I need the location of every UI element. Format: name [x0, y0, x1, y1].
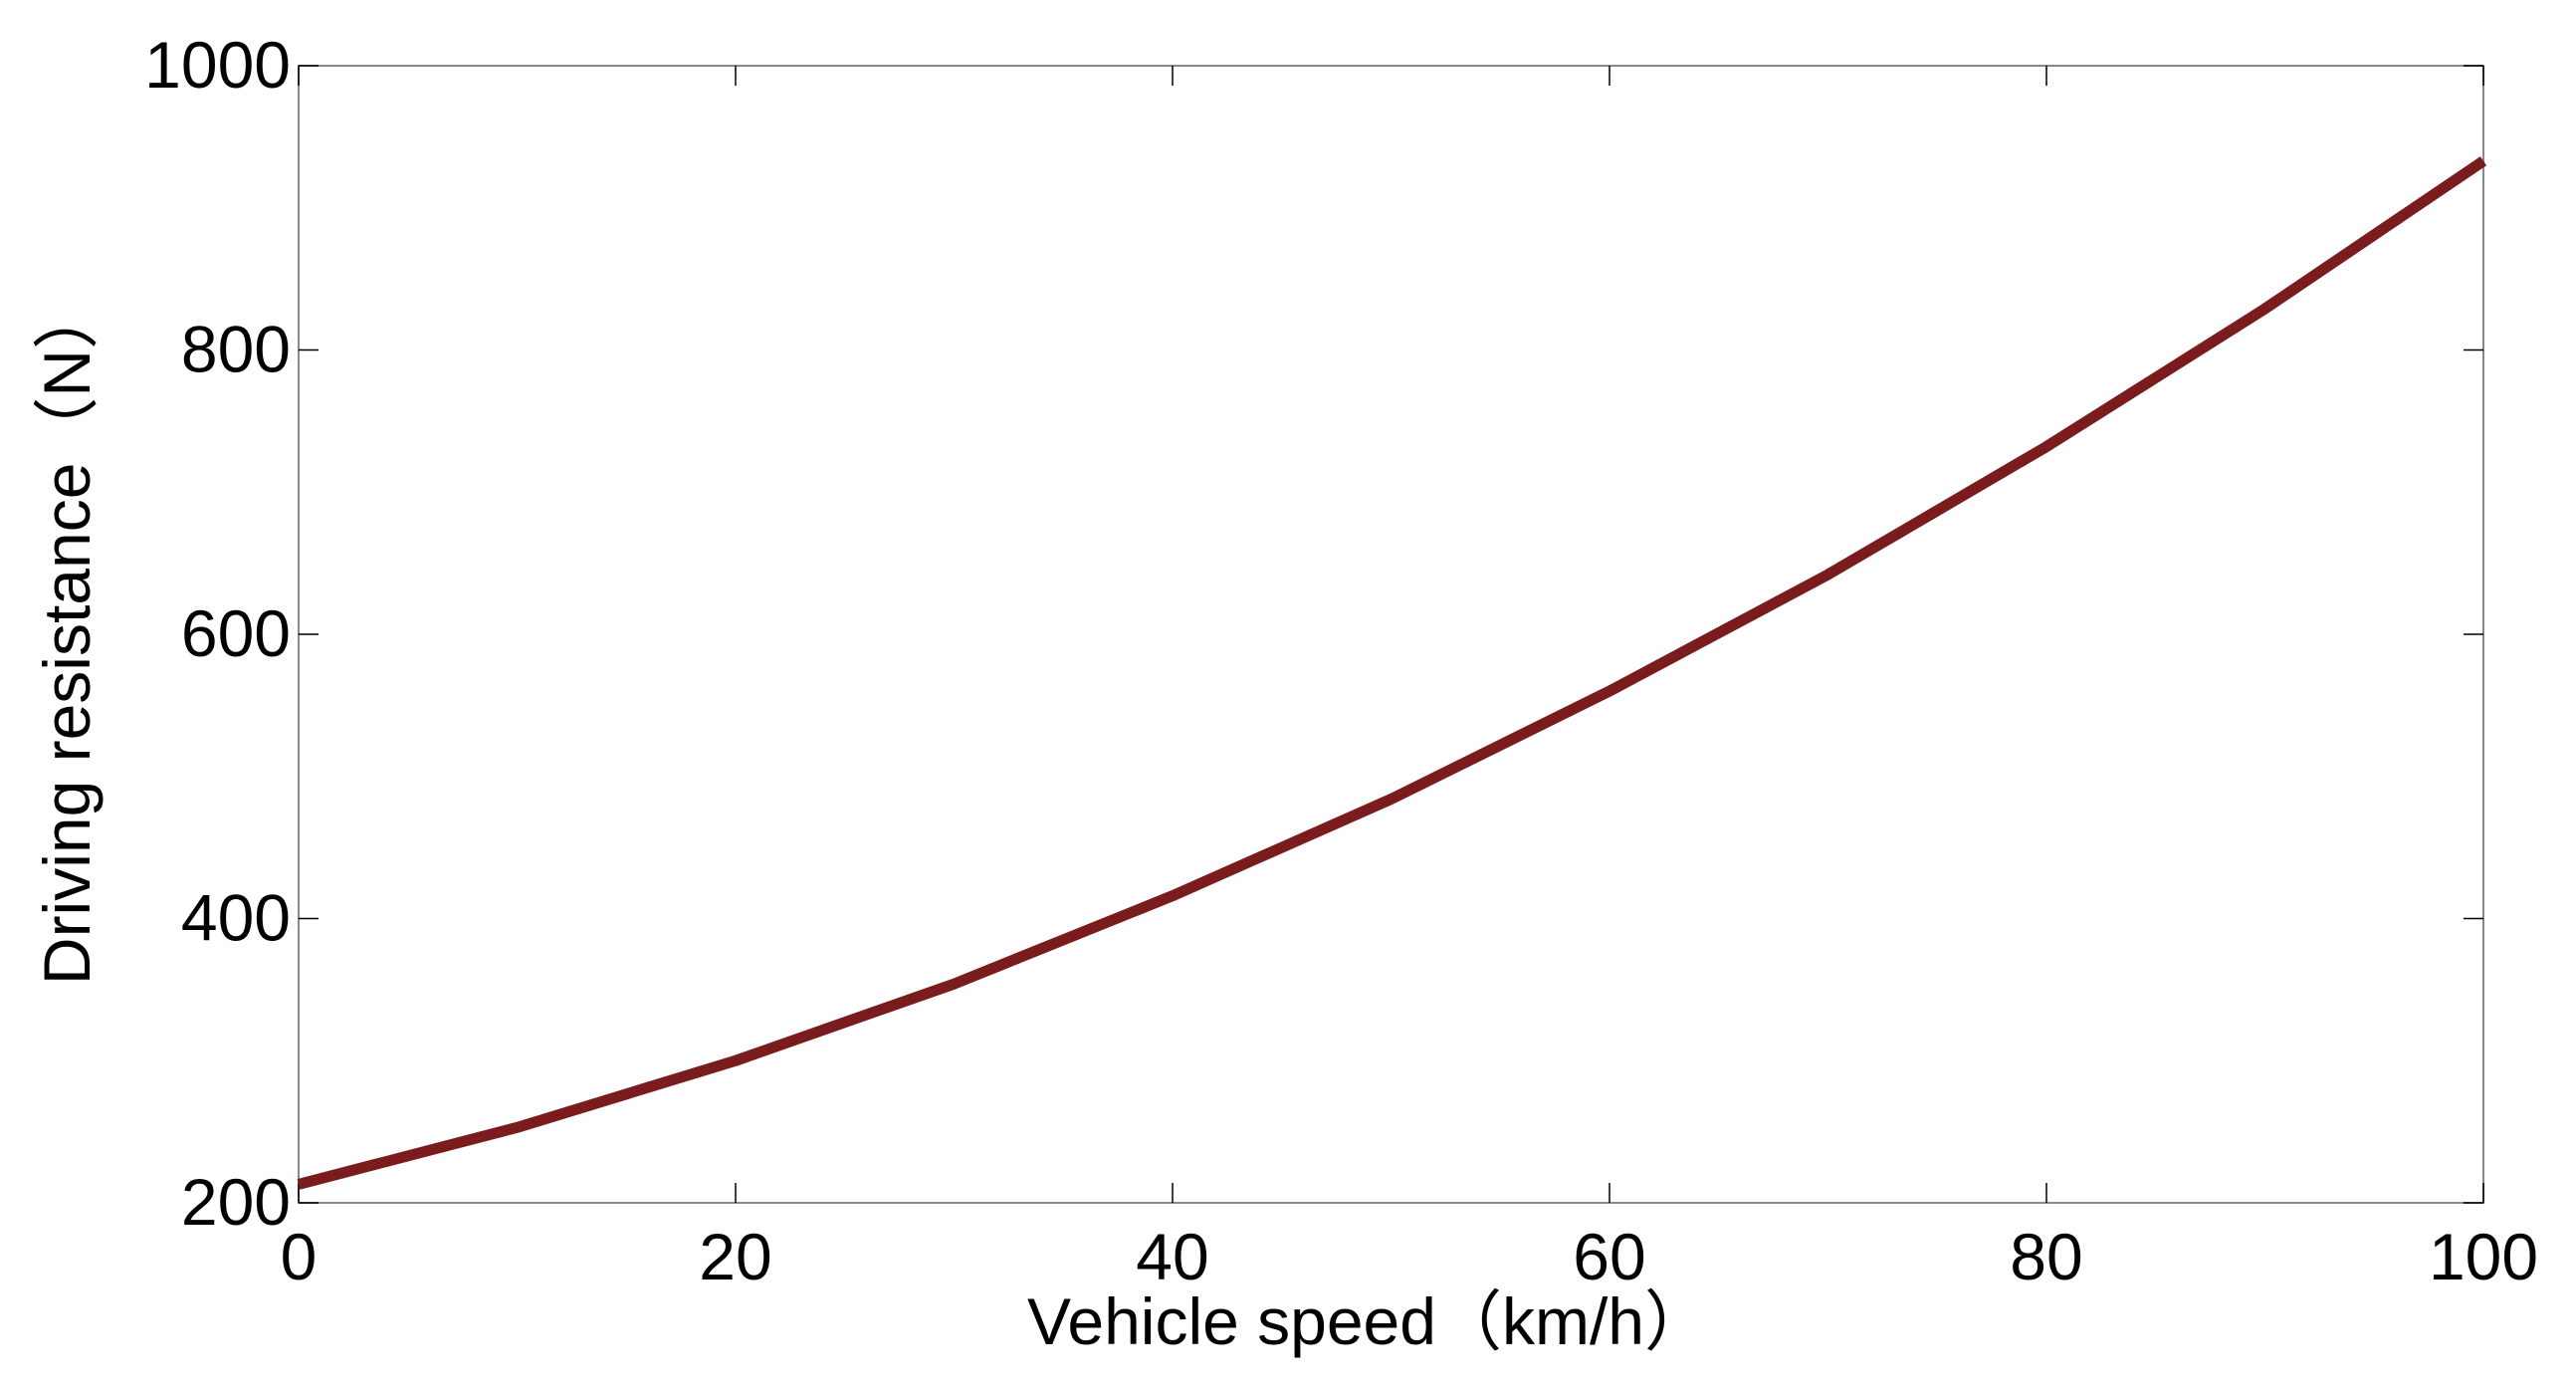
x-tick-label: 60	[1573, 1220, 1645, 1293]
x-tick-label: 0	[281, 1220, 318, 1293]
x-axis-label: Vehicle speed（km/h）	[1027, 1284, 1710, 1358]
y-axis-label: Driving resistance（N）	[30, 284, 104, 985]
y-tick-label: 400	[181, 881, 291, 955]
y-tick-label: 200	[181, 1165, 291, 1239]
x-tick-label: 80	[2010, 1220, 2082, 1293]
line-series	[297, 156, 2487, 1190]
y-tick-label: 600	[181, 596, 291, 670]
x-tick-label: 100	[2429, 1220, 2538, 1293]
y-tick-label: 1000	[144, 28, 291, 102]
x-tick-label: 40	[1136, 1220, 1208, 1293]
y-tick-label: 800	[181, 313, 291, 386]
x-tick-label: 20	[699, 1220, 771, 1293]
plot-frame	[298, 65, 2484, 1204]
